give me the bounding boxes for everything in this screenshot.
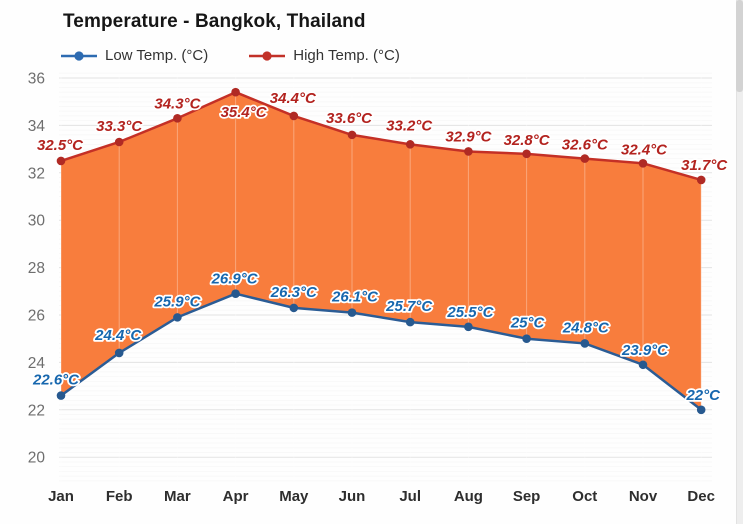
- x-tick-label-oct: Oct: [572, 488, 597, 505]
- temp-band-fill: [61, 92, 702, 410]
- high-temp-point-May[interactable]: [289, 111, 299, 121]
- high-temp-value-label: 33.3°C: [96, 118, 143, 135]
- high-temp-value-label: 34.3°C: [154, 95, 201, 112]
- low-temp-value-label: 25°C: [510, 315, 546, 332]
- x-tick-label-aug: Aug: [454, 488, 483, 505]
- y-tick-label: 30: [28, 213, 46, 230]
- low-temp-value-label: 22.6°C: [32, 372, 80, 389]
- high-temp-point-Feb[interactable]: [114, 137, 124, 147]
- x-tick-label-jan: Jan: [48, 488, 74, 505]
- legend-item-low-temp[interactable]: Low Temp. (°C): [60, 47, 208, 64]
- low-temp-value-label: 24.8°C: [562, 319, 610, 336]
- y-tick-label: 26: [28, 308, 45, 325]
- low-temp-point-Jun[interactable]: [347, 308, 357, 317]
- scrollbar-track[interactable]: [736, 0, 743, 524]
- low-temp-value-label: 25.9°C: [153, 293, 201, 310]
- high-temp-value-label: 34.4°C: [270, 90, 317, 107]
- low-temp-value-label: 24.4°C: [94, 327, 142, 344]
- high-temp-point-Nov[interactable]: [638, 159, 648, 168]
- high-temp-value-label: 33.2°C: [386, 117, 433, 134]
- legend: Low Temp. (°C) High Temp. (°C): [60, 47, 400, 64]
- high-temp-point-Sep[interactable]: [522, 149, 531, 159]
- low-temp-point-Dec[interactable]: [696, 405, 706, 415]
- low-temp-point-Mar[interactable]: [173, 313, 182, 322]
- legend-item-high-temp[interactable]: High Temp. (°C): [248, 47, 400, 64]
- x-tick-label-may: May: [279, 488, 309, 505]
- high-temp-legend-marker-icon: [249, 50, 286, 61]
- low-temp-legend-marker-icon: [61, 50, 97, 61]
- y-tick-label: 28: [28, 260, 45, 277]
- y-tick-label: 36: [28, 71, 45, 88]
- legend-label-high-temp: High Temp. (°C): [293, 47, 400, 64]
- low-temp-line[interactable]: [59, 292, 703, 412]
- x-tick-label-mar: Mar: [164, 488, 191, 505]
- low-temp-value-label: 26.3°C: [270, 284, 318, 301]
- x-tick-label-sep: Sep: [513, 488, 541, 505]
- scrollbar-thumb[interactable]: [736, 0, 743, 92]
- y-tick-label: 24: [28, 355, 46, 372]
- low-temp-point-Jul[interactable]: [405, 317, 415, 327]
- y-tick-label: 22: [28, 402, 45, 419]
- low-temp-point-Nov[interactable]: [638, 360, 648, 370]
- low-temp-point-Apr[interactable]: [231, 289, 240, 298]
- high-temp-value-label: 32.8°C: [504, 132, 551, 149]
- high-temp-point-Oct[interactable]: [580, 154, 590, 163]
- high-temp-point-Jul[interactable]: [405, 140, 415, 149]
- x-tick-label-jul: Jul: [399, 488, 421, 505]
- high-temp-point-Apr[interactable]: [231, 87, 240, 97]
- high-temp-value-label: 32.5°C: [37, 137, 84, 154]
- low-temp-value-label: 25.7°C: [385, 298, 433, 315]
- low-temp-point-May[interactable]: [289, 303, 299, 313]
- high-temp-point-Mar[interactable]: [173, 113, 182, 123]
- x-tick-label-apr: Apr: [223, 488, 249, 505]
- high-temp-value-label: 32.6°C: [562, 137, 609, 154]
- high-temp-point-Aug[interactable]: [464, 147, 473, 156]
- page-title: Temperature - Bangkok, Thailand: [63, 11, 366, 32]
- high-temp-line[interactable]: [59, 90, 703, 182]
- y-tick-label: 34: [28, 118, 46, 135]
- x-tick-label-jun: Jun: [339, 488, 366, 505]
- high-temp-value-label: 35.4°C: [221, 104, 268, 121]
- low-temp-value-label: 23.9°C: [621, 342, 669, 359]
- high-temp-point-Jan[interactable]: [56, 156, 66, 166]
- high-temp-value-label: 31.7°C: [681, 157, 728, 174]
- low-temp-value-label: 22°C: [685, 387, 721, 404]
- x-tick-label-nov: Nov: [629, 488, 658, 505]
- low-temp-point-Sep[interactable]: [522, 334, 531, 344]
- low-temp-point-Oct[interactable]: [580, 339, 590, 348]
- high-temp-point-Jun[interactable]: [347, 130, 357, 140]
- low-temp-point-Aug[interactable]: [464, 322, 473, 332]
- low-temp-value-label: 25.5°C: [446, 304, 494, 321]
- high-temp-value-label: 32.4°C: [621, 141, 668, 158]
- low-temp-point-Jan[interactable]: [56, 391, 66, 400]
- x-tick-label-feb: Feb: [106, 488, 133, 505]
- low-temp-value-label: 26.9°C: [211, 271, 259, 288]
- high-temp-point-Dec[interactable]: [696, 175, 706, 185]
- y-tick-label: 20: [28, 450, 46, 467]
- high-temp-value-label: 33.6°C: [326, 110, 373, 127]
- y-tick-label: 32: [28, 165, 45, 182]
- high-temp-value-label: 32.9°C: [445, 128, 492, 145]
- low-temp-point-Feb[interactable]: [114, 348, 124, 358]
- legend-label-low-temp: Low Temp. (°C): [105, 47, 209, 64]
- x-tick-label-dec: Dec: [687, 488, 715, 505]
- low-temp-value-label: 26.1°C: [331, 289, 379, 306]
